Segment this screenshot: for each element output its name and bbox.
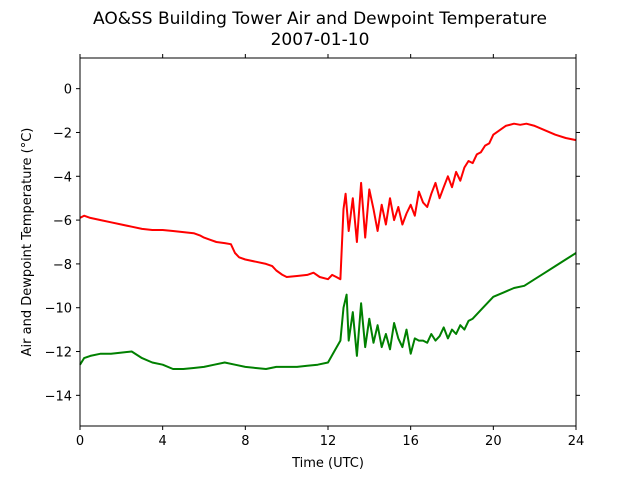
tick-layer: 0 4 8 12 16 20 24 0 −2 −4 −6 −8 −10 −12 −14	[45, 54, 585, 449]
x-tick-label: 24	[568, 434, 585, 449]
x-tick-label: 20	[485, 434, 502, 449]
chart-title: AO&SS Building Tower Air and Dewpoint Te…	[93, 9, 547, 29]
y-tick-label: −14	[45, 389, 72, 404]
y-tick-label: −10	[45, 302, 72, 317]
y-tick-label: −8	[53, 258, 72, 273]
y-tick-label: −6	[53, 214, 72, 229]
x-tick-label: 12	[320, 434, 337, 449]
y-tick-label: 0	[64, 83, 72, 98]
plot-frame	[79, 57, 577, 427]
x-axis-label: Time (UTC)	[291, 456, 364, 471]
series-line-1	[79, 252, 577, 370]
series-line-0	[79, 122, 577, 281]
x-tick-label: 8	[241, 434, 249, 449]
y-axis-label: Air and Dewpoint Temperature (°C)	[20, 128, 35, 357]
x-tick-label: 0	[76, 434, 84, 449]
y-tick-label: −4	[53, 170, 72, 185]
chart-subtitle: 2007-01-10	[271, 30, 370, 50]
x-tick-label: 4	[159, 434, 167, 449]
y-tick-label: −12	[45, 346, 72, 361]
x-tick-label: 16	[402, 434, 419, 449]
y-tick-label: −2	[53, 126, 72, 141]
series-layer	[79, 122, 577, 370]
